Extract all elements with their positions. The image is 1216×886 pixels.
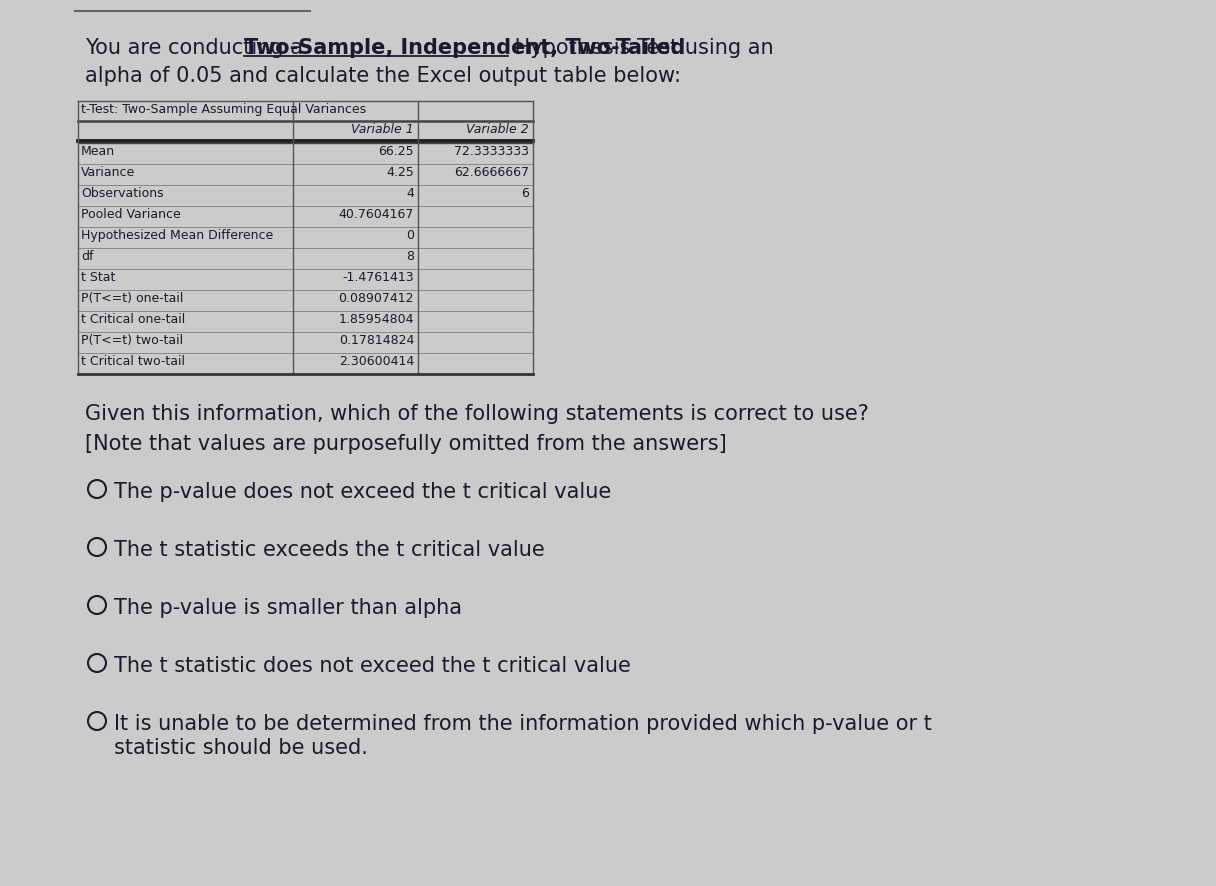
Text: 66.25: 66.25 bbox=[378, 145, 413, 158]
Text: statistic should be used.: statistic should be used. bbox=[114, 738, 368, 758]
Text: Hypothesis Test using an: Hypothesis Test using an bbox=[508, 38, 773, 58]
Text: 1.85954804: 1.85954804 bbox=[338, 313, 413, 326]
Text: Variable 2: Variable 2 bbox=[466, 123, 529, 136]
Text: Pooled Variance: Pooled Variance bbox=[81, 208, 181, 221]
Text: P(T<=t) two-tail: P(T<=t) two-tail bbox=[81, 334, 184, 347]
Text: [Note that values are purposefully omitted from the answers]: [Note that values are purposefully omitt… bbox=[85, 434, 727, 454]
Text: 0.08907412: 0.08907412 bbox=[338, 292, 413, 305]
Text: The t statistic exceeds the t critical value: The t statistic exceeds the t critical v… bbox=[114, 540, 545, 560]
Text: t Critical two-tail: t Critical two-tail bbox=[81, 355, 185, 368]
Text: 4.25: 4.25 bbox=[387, 166, 413, 179]
Text: P(T<=t) one-tail: P(T<=t) one-tail bbox=[81, 292, 184, 305]
Text: 4: 4 bbox=[406, 187, 413, 200]
Text: alpha of 0.05 and calculate the Excel output table below:: alpha of 0.05 and calculate the Excel ou… bbox=[85, 66, 681, 86]
Text: t Stat: t Stat bbox=[81, 271, 116, 284]
Text: Two-Sample, Independent, Two-Tailed: Two-Sample, Independent, Two-Tailed bbox=[243, 38, 685, 58]
Text: The p-value does not exceed the t critical value: The p-value does not exceed the t critic… bbox=[114, 482, 612, 502]
Text: Observations: Observations bbox=[81, 187, 164, 200]
Text: The p-value is smaller than alpha: The p-value is smaller than alpha bbox=[114, 598, 462, 618]
Text: 0: 0 bbox=[406, 229, 413, 242]
Text: 62.6666667: 62.6666667 bbox=[454, 166, 529, 179]
Text: 6: 6 bbox=[522, 187, 529, 200]
Text: Variable 1: Variable 1 bbox=[351, 123, 413, 136]
Text: Variance: Variance bbox=[81, 166, 135, 179]
Text: Hypothesized Mean Difference: Hypothesized Mean Difference bbox=[81, 229, 274, 242]
Text: t-Test: Two-Sample Assuming Equal Variances: t-Test: Two-Sample Assuming Equal Varian… bbox=[81, 103, 366, 116]
Text: t Critical one-tail: t Critical one-tail bbox=[81, 313, 185, 326]
Text: Given this information, which of the following statements is correct to use?: Given this information, which of the fol… bbox=[85, 404, 869, 424]
Text: -1.4761413: -1.4761413 bbox=[343, 271, 413, 284]
Text: df: df bbox=[81, 250, 94, 263]
Text: You are conducting a: You are conducting a bbox=[85, 38, 310, 58]
Text: 8: 8 bbox=[406, 250, 413, 263]
Text: 2.30600414: 2.30600414 bbox=[339, 355, 413, 368]
Text: Mean: Mean bbox=[81, 145, 116, 158]
Text: 72.3333333: 72.3333333 bbox=[454, 145, 529, 158]
Text: It is unable to be determined from the information provided which p-value or t: It is unable to be determined from the i… bbox=[114, 714, 931, 734]
Text: 0.17814824: 0.17814824 bbox=[338, 334, 413, 347]
Text: 40.7604167: 40.7604167 bbox=[338, 208, 413, 221]
Text: The t statistic does not exceed the t critical value: The t statistic does not exceed the t cr… bbox=[114, 656, 631, 676]
